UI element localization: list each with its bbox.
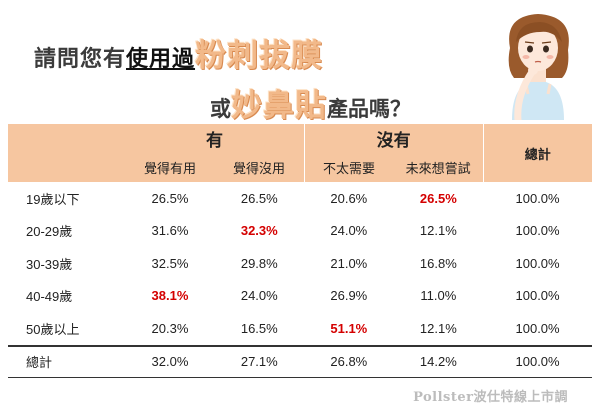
table-cell: 12.1%	[419, 320, 457, 336]
table-cell: 26.9%	[330, 288, 368, 304]
table-cell: 12.1%	[419, 223, 457, 239]
title-product-2: 妙鼻貼	[231, 88, 327, 124]
table-row: 20-29歲 31.6% 32.3% 24.0% 12.1% 100.0%	[8, 215, 592, 248]
table-cell: 100.0%	[515, 223, 560, 239]
table-cell: 100.0%	[483, 344, 592, 378]
title-line2-suffix: 產品嗎？	[327, 97, 411, 121]
table-cell: 100.0%	[515, 255, 560, 271]
sub-header: 不太需要	[303, 152, 394, 182]
table-cell: 20.3%	[151, 320, 189, 336]
row-label: 30-39歲	[26, 256, 73, 272]
survey-table: 有 沒有 總計 覺得有用 覺得沒用 不太需要 未來想嘗試 19歲以下 26.5%…	[8, 124, 592, 378]
title-prefix: 請問您有	[34, 47, 127, 72]
table-cell: 32.0%	[125, 344, 215, 378]
table-cell: 14.2%	[393, 344, 484, 378]
table-row: 40-49歲 38.1% 24.0% 26.9% 11.0% 100.0%	[8, 280, 592, 313]
row-label: 40-49歲	[26, 289, 73, 305]
table-cell: 100.0%	[515, 288, 560, 304]
table-row: 50歲以上 20.3% 16.5% 51.1% 12.1% 100.0%	[8, 312, 592, 346]
title-line-1: 請問您有使用過粉刺拔膜	[34, 30, 323, 75]
table-cell: 27.1%	[214, 344, 305, 378]
table-cell-highlight: 38.1%	[151, 288, 189, 304]
sub-header: 覺得沒用	[214, 152, 305, 182]
title-area: 請問您有使用過粉刺拔膜 或妙鼻貼產品嗎？	[0, 0, 600, 125]
table-cell: 16.5%	[240, 320, 278, 336]
title-line-2: 或妙鼻貼產品嗎？	[210, 80, 411, 125]
table-row: 30-39歲 32.5% 29.8% 21.0% 16.8% 100.0%	[8, 247, 592, 280]
thinking-woman-illustration	[508, 14, 569, 120]
total-column-header: 總計	[482, 124, 592, 182]
table-row: 19歲以下 26.5% 26.5% 20.6% 26.5% 100.0%	[8, 182, 592, 215]
table-cell: 24.0%	[240, 288, 278, 304]
table-cell: 32.5%	[151, 255, 189, 271]
table-cell: 100.0%	[515, 320, 560, 336]
corner-cell	[8, 124, 126, 182]
table-cell: 21.0%	[330, 255, 368, 271]
source-watermark: Pollster波仕特線上市調	[413, 390, 568, 405]
table-cell: 16.8%	[419, 255, 457, 271]
table-cell: 26.8%	[304, 344, 394, 378]
row-label: 50歲以上	[26, 321, 80, 337]
header-row-groups: 有 沒有 總計	[8, 124, 592, 182]
title-product-1: 粉刺拔膜	[195, 38, 324, 74]
table-cell: 20.6%	[330, 190, 368, 206]
group-header-no: 沒有	[303, 124, 484, 152]
title-underlined: 使用過	[126, 47, 196, 72]
table-cell-highlight: 32.3%	[240, 223, 278, 239]
table-cell: 11.0%	[420, 288, 457, 304]
table-cell: 24.0%	[330, 223, 368, 239]
table-cell: 26.5%	[240, 190, 278, 206]
row-label: 20-29歲	[26, 224, 73, 240]
row-label: 19歲以下	[26, 191, 80, 207]
table-cell: 100.0%	[515, 190, 560, 206]
table-cell-highlight: 26.5%	[419, 190, 457, 206]
row-label: 總計	[8, 344, 126, 378]
table-cell-highlight: 51.1%	[330, 320, 368, 336]
title-line2-prefix: 或	[210, 97, 231, 121]
sub-header: 未來想嘗試	[393, 152, 484, 182]
table-cell: 31.6%	[151, 223, 189, 239]
sub-header: 覺得有用	[125, 152, 215, 182]
table-cell: 29.8%	[240, 255, 278, 271]
header-row-sub: 覺得有用 覺得沒用 不太需要 未來想嘗試	[8, 152, 592, 182]
group-header-yes: 有	[125, 124, 305, 152]
table-cell: 26.5%	[151, 190, 189, 206]
total-row: 總計 32.0% 27.1% 26.8% 14.2% 100.0%	[8, 344, 592, 378]
